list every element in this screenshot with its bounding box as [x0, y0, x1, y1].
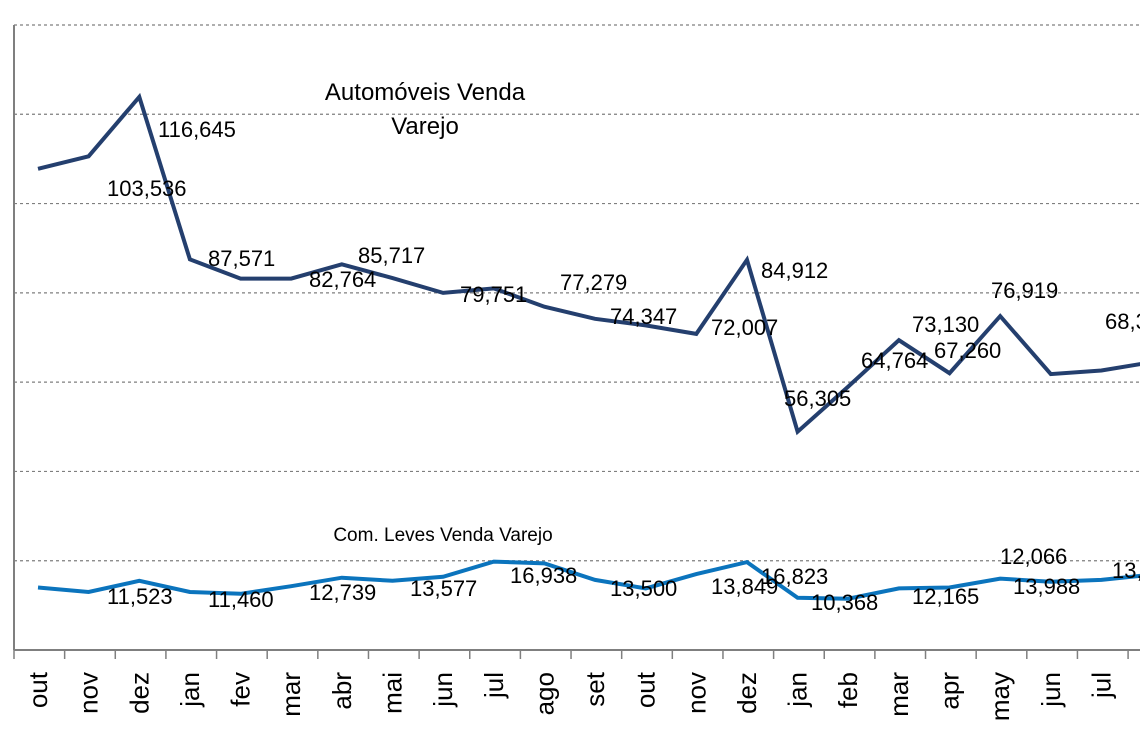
x-tick-label-5: mar [276, 672, 306, 717]
x-tick-label-0: out [23, 671, 53, 708]
x-tick-label-11: set [580, 671, 610, 706]
gridlines [14, 24, 1140, 562]
data-label-com-leves-14: 13,849 [711, 574, 778, 599]
data-label-automoveis-22: 68,3 [1105, 309, 1140, 334]
data-label-automoveis-20: 67,260 [934, 338, 1001, 363]
data-label-automoveis-12: 74,347 [610, 304, 677, 329]
data-label-com-leves-20: 12,066 [1000, 544, 1067, 569]
x-tick-label-13: nov [681, 672, 711, 714]
series-lines [37, 92, 1140, 601]
x-tick-label-1: nov [74, 672, 104, 714]
series-title-automoveis-line1: Automóveis Venda [325, 79, 526, 106]
axes [13, 25, 1140, 659]
data-label-com-leves-6: 12,739 [309, 580, 376, 605]
data-label-automoveis-15: 56,305 [784, 386, 851, 411]
data-label-com-leves-8: 13,577 [410, 576, 477, 601]
data-label-automoveis-3: 87,571 [208, 246, 275, 271]
series-annotations: Automóveis Venda Varejo Com. Leves Venda… [325, 79, 553, 546]
data-label-automoveis-16: 64,764 [861, 348, 928, 373]
x-tick-label-3: jan [175, 672, 205, 708]
x-tick-label-20: jun [1036, 672, 1066, 708]
x-tick-label-2: dez [124, 672, 154, 714]
x-tick-labels: out nov dez jan fev mar abr mai jun jul ago set out n… [23, 671, 1116, 721]
x-tick-label-21: jul [1086, 672, 1116, 699]
x-tick-label-15: jan [783, 672, 813, 708]
data-label-com-leves-2: 11,523 [107, 584, 173, 609]
x-tick-label-18: apr [935, 672, 965, 710]
x-tick-label-19: may [985, 672, 1015, 721]
x-tick-label-12: out [631, 671, 661, 708]
data-label-com-leves-16: 10,368 [811, 590, 878, 615]
data-label-com-leves-12: 13,500 [610, 576, 677, 601]
series-title-automoveis-line2: Varejo [391, 113, 459, 140]
data-label-automoveis-9: 79,751 [460, 282, 527, 307]
data-label-com-leves-10: 16,938 [510, 563, 577, 588]
data-label-automoveis-19: 76,919 [991, 278, 1058, 303]
data-label-automoveis-10: 77,279 [560, 270, 627, 295]
data-label-automoveis-2: 116,645 [158, 117, 236, 142]
data-label-com-leves-18: 12,165 [912, 584, 979, 609]
data-label-automoveis-18: 73,130 [912, 312, 979, 337]
x-tick-label-4: fev [226, 672, 256, 707]
data-label-com-leves-4: 11,460 [208, 587, 274, 612]
series-line-com-leves [37, 559, 1140, 601]
data-label-automoveis-13: 72,007 [711, 315, 778, 340]
x-tick-label-8: jun [428, 672, 458, 708]
data-label-com-leves-15: 16,823 [761, 564, 828, 589]
x-tick-label-14: dez [732, 672, 762, 714]
x-tick-label-9: jul [479, 672, 509, 699]
x-tick-label-17: mar [884, 672, 914, 717]
series-title-com-leves: Com. Leves Venda Varejo [333, 525, 552, 546]
x-tick-label-7: mai [377, 672, 407, 714]
data-label-automoveis-6: 82,764 [309, 267, 376, 292]
x-tick-label-10: ago [529, 672, 559, 715]
x-tick-label-16: feb [833, 672, 863, 708]
data-label-com-leves-21: 13,988 [1013, 574, 1080, 599]
data-label-automoveis-7: 85,717 [358, 243, 425, 268]
data-label-automoveis-1: 103,536 [107, 176, 187, 201]
data-label-com-leves-22: 13, [1112, 558, 1140, 583]
series-line-automoveis [37, 92, 1140, 436]
x-tick-label-6: abr [327, 672, 357, 710]
data-label-automoveis-14: 84,912 [761, 258, 828, 283]
